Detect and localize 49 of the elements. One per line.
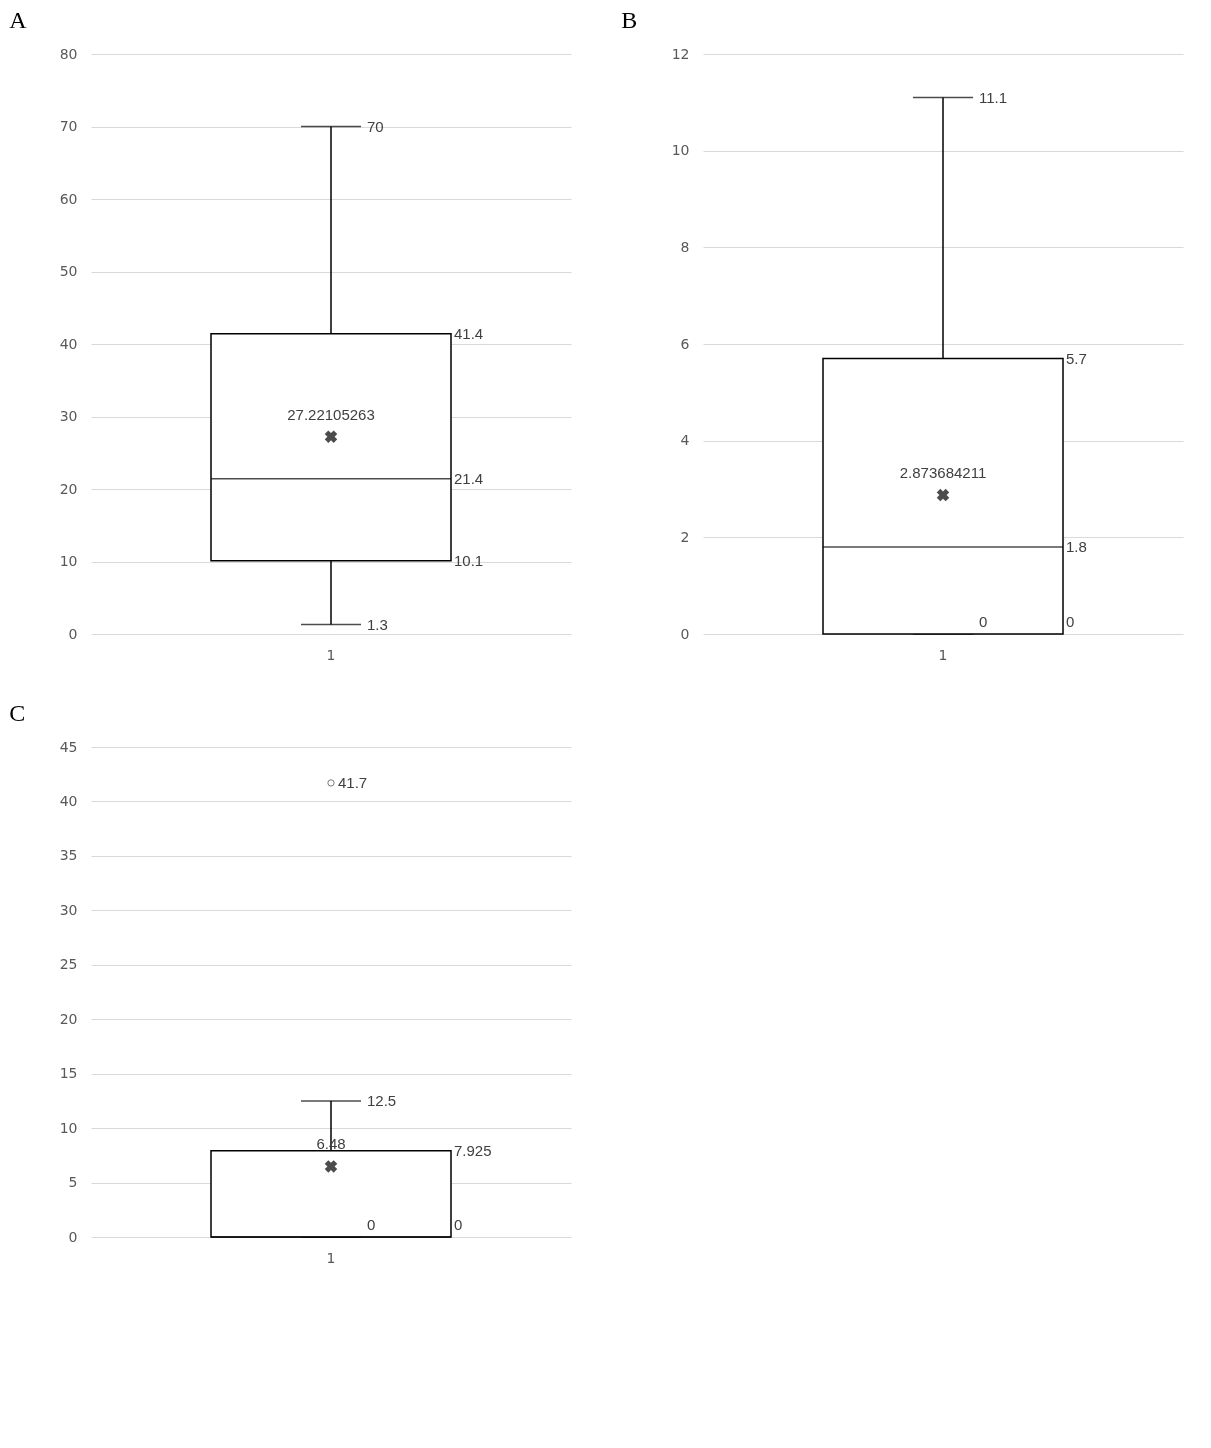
y-tick-label: 10: [59, 1119, 78, 1136]
y-tick-label: 70: [59, 118, 78, 134]
y-tick-label: 0: [680, 625, 690, 642]
y-tick-label: 10: [59, 553, 78, 569]
annotation: 1.8: [1066, 538, 1087, 555]
annotation: 11.1: [979, 88, 1008, 106]
annotation: 7.925: [454, 1141, 492, 1159]
y-tick-label: 50: [59, 263, 78, 279]
annotation: 21.4: [454, 469, 484, 487]
y-tick-label: 40: [59, 792, 78, 809]
y-tick-label: 60: [59, 190, 78, 207]
y-tick-label: 8: [680, 238, 690, 255]
chart-title: B: [621, 7, 638, 33]
chart-title: C: [9, 700, 26, 726]
y-tick-label: 80: [59, 45, 78, 62]
y-tick-label: 12: [671, 45, 690, 62]
annotation: 41.4: [454, 324, 484, 342]
y-tick-label: 30: [59, 408, 78, 424]
annotation: 5.7: [1066, 349, 1087, 367]
y-tick-label: 20: [59, 480, 78, 497]
y-tick-label: 40: [59, 335, 78, 352]
annotation: 0: [454, 1216, 463, 1233]
annotation: 27.22105263: [287, 405, 375, 423]
y-tick-label: 6: [680, 335, 690, 352]
x-tick-label: 1: [326, 1249, 336, 1266]
y-tick-label: 45: [59, 738, 78, 755]
y-tick-label: 30: [59, 901, 78, 918]
y-tick-label: 10: [671, 142, 690, 159]
annotation: 41.7: [338, 773, 368, 791]
annotation: 70: [367, 117, 384, 135]
y-tick-label: 25: [59, 956, 78, 973]
x-tick-label: 1: [326, 646, 336, 663]
y-tick-label: 5: [68, 1174, 78, 1191]
y-tick-label: 0: [68, 625, 78, 642]
annotation: 1.3: [367, 615, 388, 633]
chart-title: A: [9, 7, 28, 33]
y-tick-label: 2: [680, 528, 690, 545]
y-tick-label: 4: [680, 432, 690, 449]
annotation: 12.5: [367, 1091, 397, 1109]
y-tick-label: 20: [59, 1010, 78, 1027]
y-tick-label: 0: [68, 1228, 78, 1245]
annotation: 2.873684211: [899, 464, 987, 482]
annotation: 0: [1066, 613, 1075, 630]
y-tick-label: 15: [59, 1065, 78, 1082]
annotation: 10.1: [454, 551, 484, 569]
y-tick-label: 35: [59, 847, 78, 864]
annotation: 0: [367, 1216, 376, 1233]
annotation: 0: [979, 613, 988, 630]
x-tick-label: 1: [938, 646, 948, 663]
